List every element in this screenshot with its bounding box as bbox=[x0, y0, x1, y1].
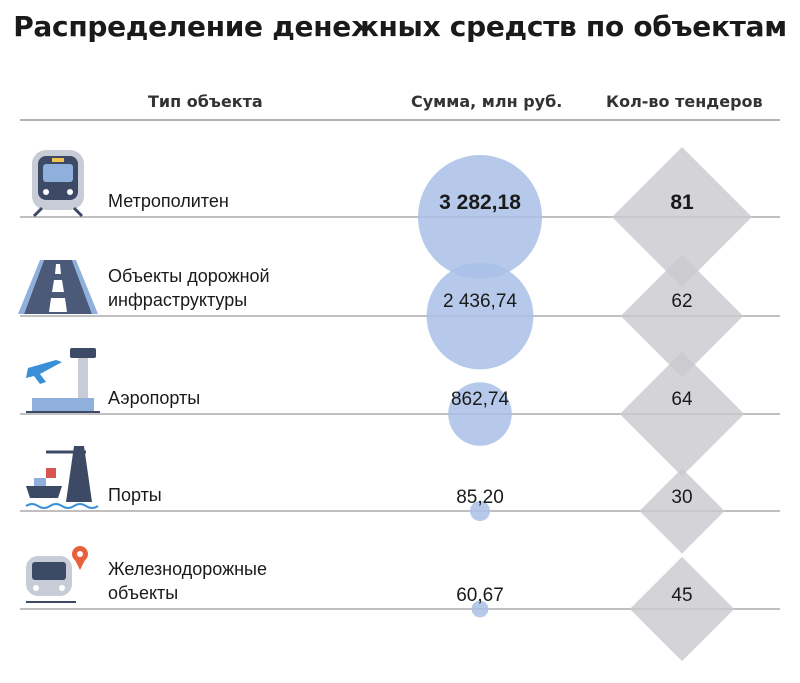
chart-title: Распределение денежных средств по объект… bbox=[13, 10, 787, 43]
tender-diamond bbox=[620, 254, 744, 378]
tender-label: 45 bbox=[671, 585, 692, 606]
road-icon bbox=[18, 260, 98, 314]
column-header-sum: Сумма, млн руб. bbox=[411, 92, 563, 111]
row-label-line: Железнодорожные bbox=[108, 559, 268, 579]
sum-label: 60,67 bbox=[456, 585, 504, 606]
sum-bubble bbox=[470, 501, 490, 521]
row-label-line: Аэропорты bbox=[108, 388, 201, 408]
sum-label: 3 282,18 bbox=[439, 191, 521, 214]
row-label-line: Порты bbox=[108, 485, 162, 505]
tender-label: 64 bbox=[671, 389, 693, 410]
row-label: Объекты дорожной инфраструктуры bbox=[108, 264, 270, 312]
tender-label: 81 bbox=[670, 191, 694, 214]
row-label: Метрополитен bbox=[108, 189, 229, 213]
row-label-line: Метрополитен bbox=[108, 191, 229, 211]
tender-diamond bbox=[639, 468, 725, 554]
port-icon bbox=[25, 446, 99, 509]
sum-bubble bbox=[418, 155, 542, 279]
airport-icon bbox=[26, 348, 100, 413]
railway-icon bbox=[26, 546, 88, 603]
column-header-type: Тип объекта bbox=[148, 92, 263, 111]
sum-bubble bbox=[426, 262, 534, 370]
tender-label: 62 bbox=[671, 291, 692, 312]
sum-label: 85,20 bbox=[456, 487, 504, 508]
tender-diamond bbox=[612, 147, 752, 287]
tender-diamond bbox=[619, 351, 745, 477]
row-label-line: Объекты дорожной bbox=[108, 266, 270, 286]
sum-label: 862,74 bbox=[451, 389, 510, 410]
sum-bubble bbox=[471, 600, 489, 618]
row-label: Аэропорты bbox=[108, 386, 200, 410]
sum-label: 2 436,74 bbox=[443, 291, 517, 312]
row-label: Железнодорожные объекты bbox=[108, 557, 267, 605]
sum-bubble bbox=[448, 382, 512, 446]
row-label-line: инфраструктуры bbox=[108, 290, 248, 310]
row-label: Порты bbox=[108, 483, 162, 507]
column-header-tenders: Кол-во тендеров bbox=[606, 92, 763, 111]
tender-diamond bbox=[629, 556, 735, 662]
tender-label: 30 bbox=[671, 487, 692, 508]
row-label-line: объекты bbox=[108, 583, 179, 603]
metro-train-icon bbox=[32, 150, 84, 218]
